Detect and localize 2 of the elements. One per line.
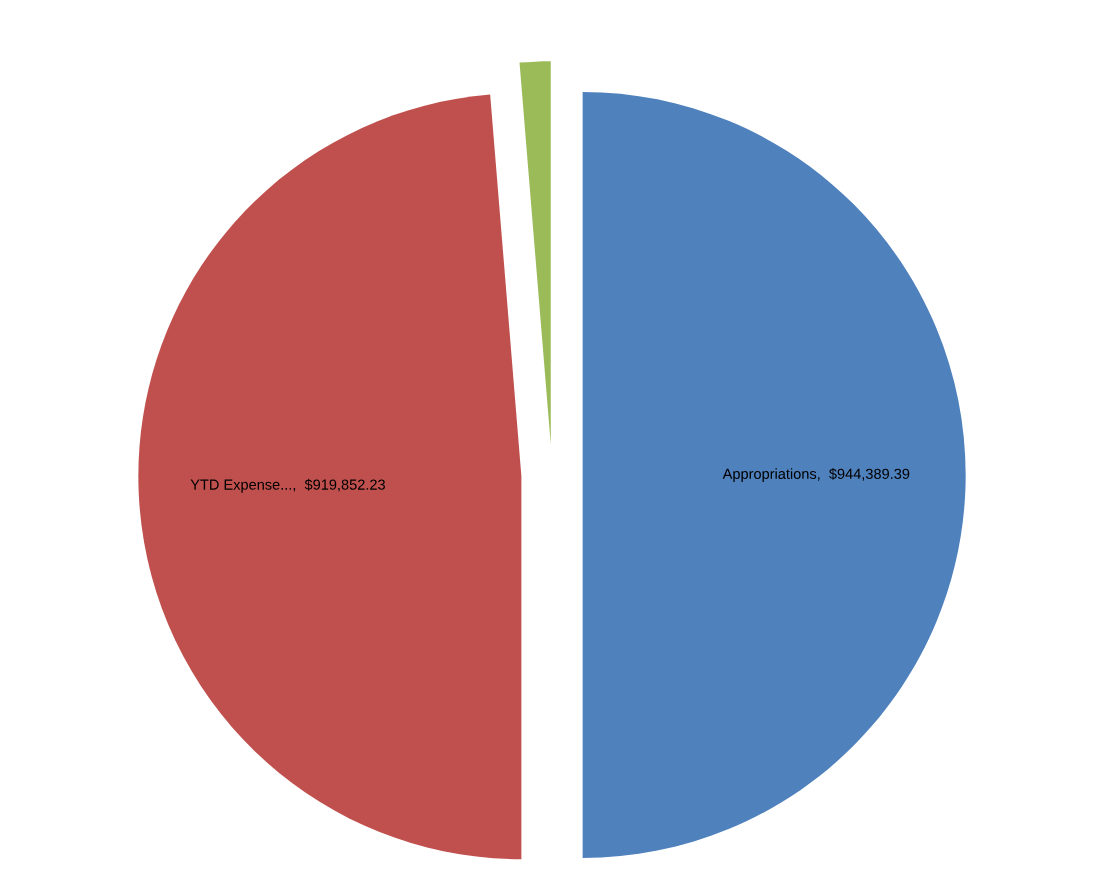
slice-label: YTD Expense..., $919,852.23: [190, 478, 385, 493]
slice-label: Appropriations, $944,389.39: [722, 468, 910, 482]
